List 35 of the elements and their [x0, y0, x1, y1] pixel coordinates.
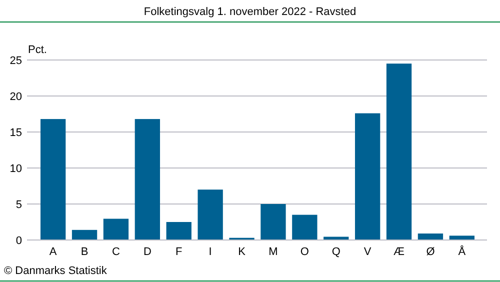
x-tick-label: V [364, 246, 372, 258]
y-tick-label: 10 [10, 163, 22, 175]
bar [354, 113, 380, 240]
x-tick-label: Å [458, 245, 466, 258]
y-tick-label: 25 [10, 55, 22, 67]
x-tick-label: B [80, 246, 88, 258]
x-tick-label: M [268, 246, 278, 258]
x-tick-label: Q [332, 246, 341, 258]
bar [386, 64, 412, 240]
bar [134, 119, 160, 240]
bar [418, 234, 444, 240]
x-tick-label: Ø [426, 246, 436, 258]
bar [166, 222, 192, 240]
chart-title: Folketingsvalg 1. november 2022 - Ravsted [144, 6, 356, 18]
y-tick-label: 0 [16, 235, 22, 247]
y-tick-label: 15 [10, 127, 22, 139]
text: © Danmarks Statistik [4, 265, 108, 277]
x-tick-label: C [112, 246, 120, 258]
bar [449, 236, 474, 240]
bar [198, 190, 223, 240]
bar [72, 230, 98, 240]
bar [40, 119, 66, 240]
y-tick-label: 5 [16, 199, 22, 211]
x-tick-label: F [176, 246, 183, 258]
x-tick-label: K [238, 246, 246, 258]
x-tick-label: D [143, 246, 152, 258]
x-tick-label: A [49, 246, 58, 258]
bar [103, 218, 129, 240]
y-axis-title: Pct. [28, 44, 47, 56]
x-tick-label: I [208, 246, 212, 258]
x-tick-label: Æ [394, 246, 405, 258]
bar [260, 204, 286, 240]
x-tick-label: O [300, 246, 310, 258]
bar [292, 214, 318, 240]
y-tick-label: 20 [10, 91, 22, 103]
